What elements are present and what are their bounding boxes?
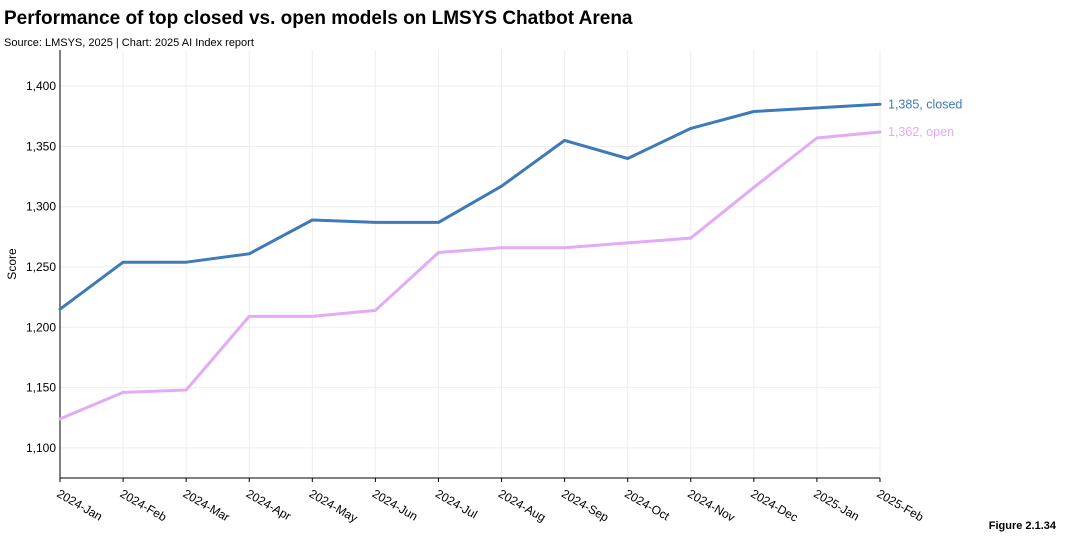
y-tick-label: 1,150 bbox=[26, 381, 56, 395]
x-tick-label: 2024-Jun bbox=[370, 486, 420, 523]
x-tick-label: 2024-May bbox=[307, 486, 360, 525]
x-tick-label: 2024-Nov bbox=[685, 486, 737, 524]
figure-number: Figure 2.1.34 bbox=[988, 520, 1056, 532]
x-tick-label: 2024-Feb bbox=[118, 486, 170, 524]
x-tick-label: 2024-Dec bbox=[748, 486, 800, 524]
y-tick-label: 1,300 bbox=[26, 200, 56, 214]
y-tick-label: 1,250 bbox=[26, 260, 56, 274]
series-layer bbox=[58, 102, 882, 421]
y-tick-label: 1,200 bbox=[26, 320, 56, 334]
axes-layer: 1,100 1,150 1,200 1,250 1,300 1,350 1,400 2024-… bbox=[5, 50, 926, 525]
x-tick-label: 2024-Jul bbox=[433, 486, 480, 521]
series-line-open bbox=[58, 130, 882, 421]
x-tick-label: 2024-Sep bbox=[559, 486, 611, 524]
y-tick-label: 1,350 bbox=[26, 139, 56, 153]
x-tick-label: 2024-Oct bbox=[622, 486, 672, 523]
labels-layer: 1,385, closed 1,362, open bbox=[888, 97, 962, 139]
y-axis-label: Score bbox=[5, 248, 19, 280]
grid-layer bbox=[59, 50, 881, 478]
y-tick-label: 1,100 bbox=[26, 441, 56, 455]
x-tick-label: 2024-Jan bbox=[55, 486, 105, 523]
x-tick-label: 2025-Jan bbox=[811, 486, 861, 523]
end-label-closed: 1,385, closed bbox=[888, 97, 962, 111]
chart-source: Source: LMSYS, 2025 | Chart: 2025 AI Ind… bbox=[4, 37, 254, 49]
end-label-open: 1,362, open bbox=[888, 125, 954, 139]
x-tick-label: 2024-Apr bbox=[244, 486, 294, 523]
series-line-closed bbox=[58, 102, 882, 311]
x-tick-label: 2024-Aug bbox=[496, 486, 548, 524]
y-tick-label: 1,400 bbox=[26, 79, 56, 93]
x-tick-label: 2024-Mar bbox=[181, 486, 232, 524]
chart-title: Performance of top closed vs. open model… bbox=[4, 8, 633, 29]
x-tick-label: 2025-Feb bbox=[875, 486, 927, 524]
